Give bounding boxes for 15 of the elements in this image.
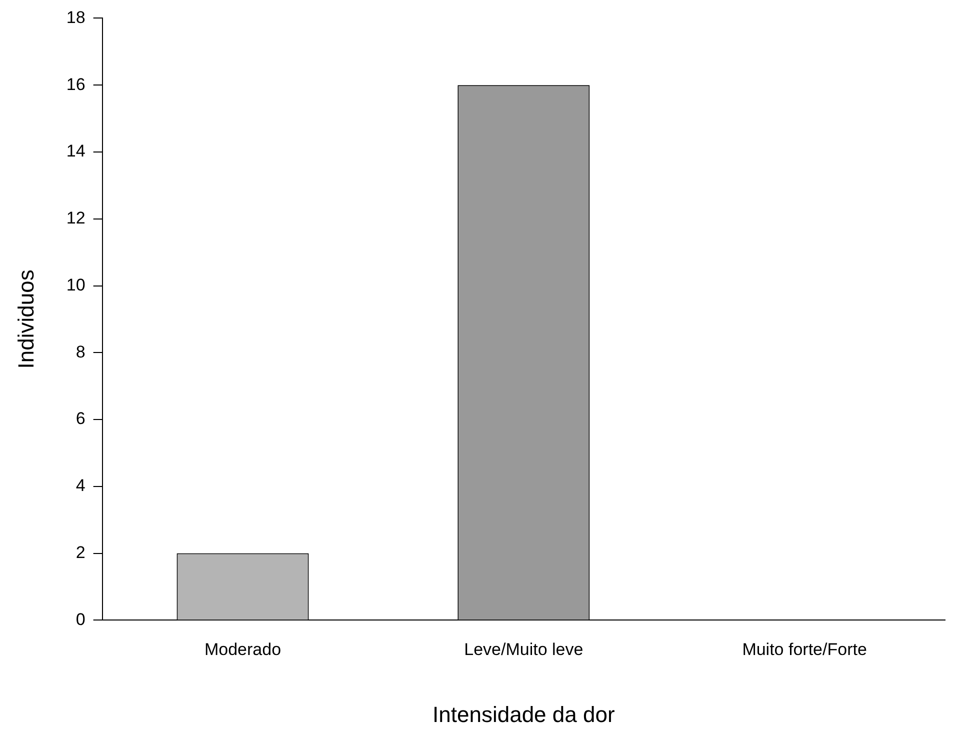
x-tick-label: Muito forte/Forte: [742, 640, 867, 660]
y-tick-label: 8: [76, 342, 86, 362]
y-axis-title: Individuos: [13, 270, 38, 369]
x-tick-label: Moderado: [204, 640, 282, 660]
x-tick-label: Leve/Muito leve: [464, 640, 584, 660]
y-tick-label: 2: [76, 543, 86, 562]
y-tick-label: 6: [76, 409, 86, 428]
y-tick-label: 0: [76, 610, 86, 629]
y-tick-label: 10: [66, 275, 86, 294]
y-tick-label: 16: [66, 74, 86, 94]
y-tick-label: 12: [66, 208, 86, 228]
y-tick-label: 4: [76, 476, 86, 496]
y-tick-label: 18: [66, 8, 86, 27]
x-axis-title: Intensidade da dor: [432, 702, 615, 727]
y-tick-label: 14: [66, 142, 86, 161]
